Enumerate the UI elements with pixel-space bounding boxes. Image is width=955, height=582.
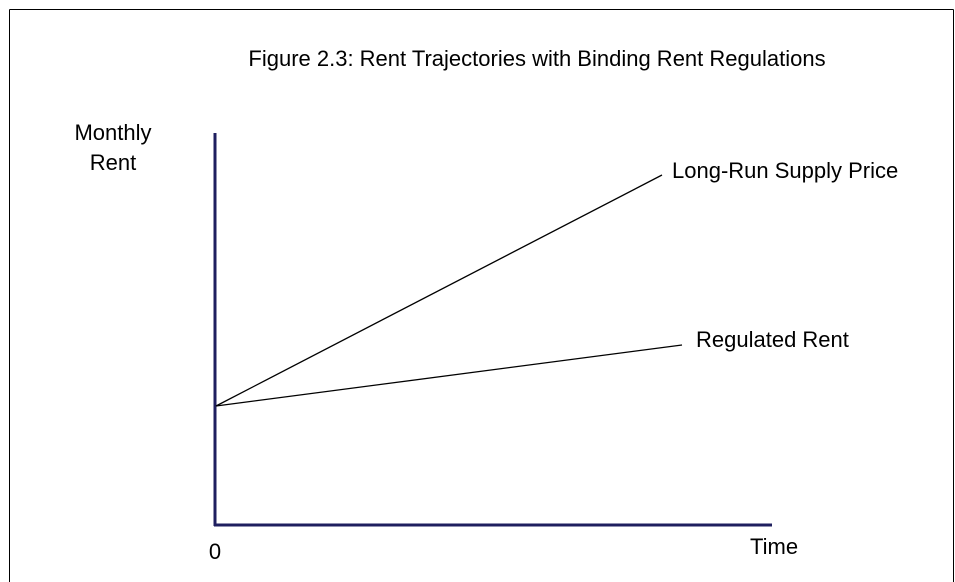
origin-label: 0 bbox=[209, 539, 221, 564]
x-axis-label: Time bbox=[750, 534, 798, 559]
long-run-line bbox=[215, 174, 663, 407]
y-axis-label: Rent bbox=[90, 150, 136, 175]
line-label: Long-Run Supply Price bbox=[672, 158, 898, 183]
line-label: Regulated Rent bbox=[696, 327, 849, 352]
regulated-line bbox=[215, 344, 683, 407]
y-axis-label: Monthly bbox=[74, 120, 151, 145]
title: Figure 2.3: Rent Trajectories with Bindi… bbox=[248, 46, 825, 71]
